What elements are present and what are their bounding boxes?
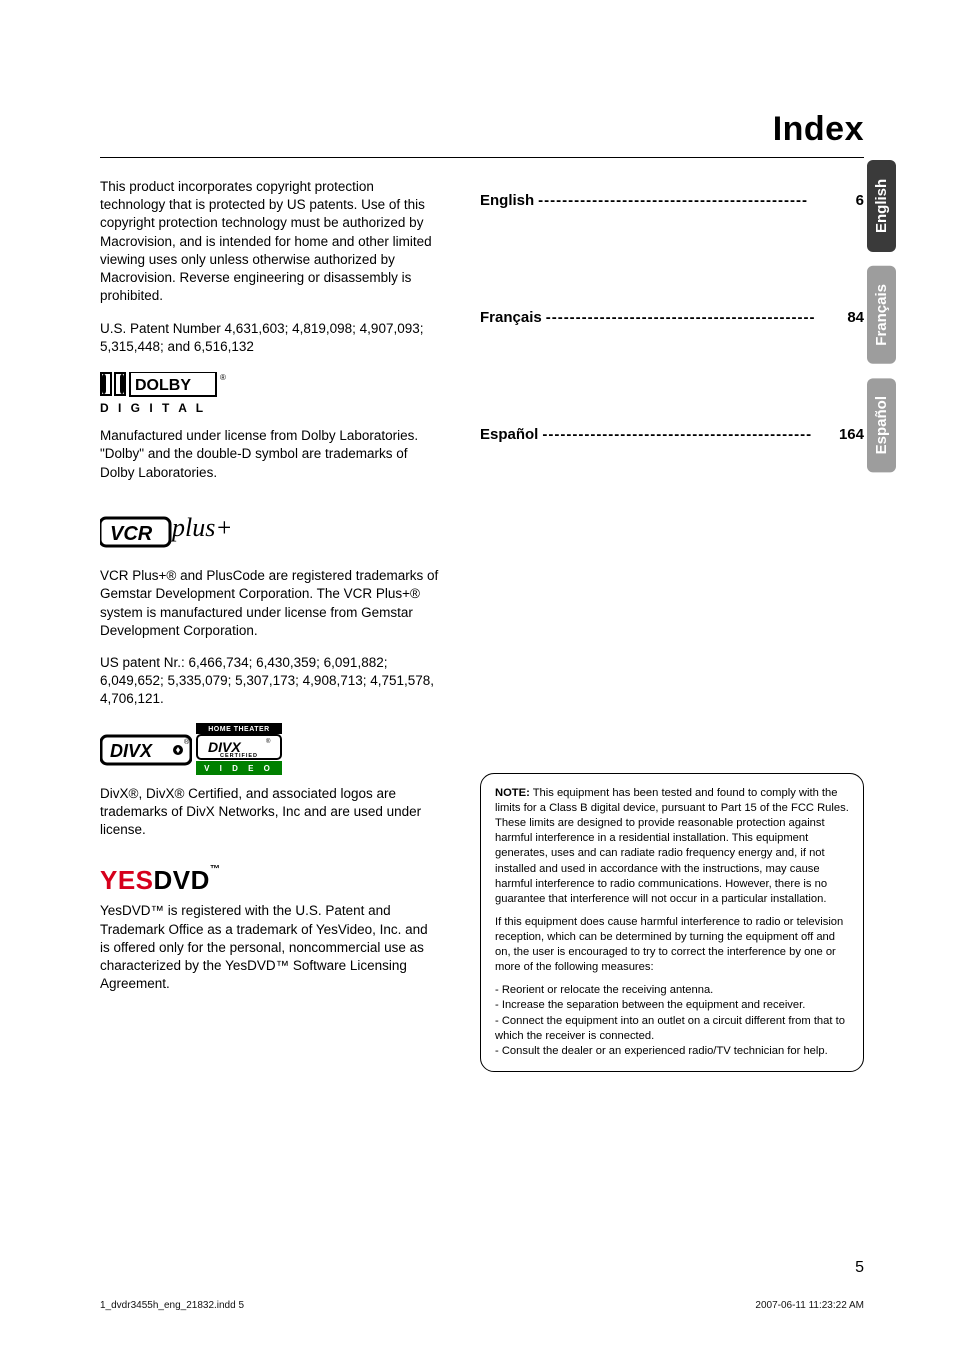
fcc-bullet-1: - Reorient or relocate the receiving ant… [495, 983, 849, 998]
title-rule [100, 157, 864, 158]
divx-logo: DIVX ® HOME THEATER DIVX ® CERTIFIED V I… [100, 723, 440, 777]
fcc-bullet-3: - Connect the equipment into an outlet o… [495, 1014, 849, 1044]
toc-page: 84 [847, 309, 864, 326]
copyright-paragraph: This product incorporates copyright prot… [100, 178, 440, 306]
svg-text:plus+: plus+ [170, 513, 230, 542]
fcc-note-label: NOTE: [495, 787, 530, 799]
right-column: English --------------------------------… [480, 178, 864, 1072]
divx-paragraph: DivX®, DivX® Certified, and associated l… [100, 785, 440, 840]
toc-row-francais: Français -------------------------------… [480, 309, 864, 326]
svg-text:CERTIFIED: CERTIFIED [220, 753, 258, 759]
page-number: 5 [855, 1259, 864, 1277]
document-page: Index English Français Español This prod… [0, 0, 954, 1347]
toc-page: 164 [839, 426, 864, 443]
us-patent-paragraph: U.S. Patent Number 4,631,603; 4,819,098;… [100, 320, 440, 356]
tab-english[interactable]: English [867, 160, 896, 252]
footer-right: 2007-06-11 11:23:22 AM [755, 1300, 864, 1311]
toc-label: Français [480, 309, 542, 326]
fcc-note-box: NOTE: This equipment has been tested and… [480, 773, 864, 1072]
toc-label: English [480, 192, 534, 209]
yesdvd-dvd: DVD [154, 865, 210, 895]
yesdvd-paragraph: YesDVD™ is registered with the U.S. Pate… [100, 902, 440, 993]
svg-text:DIVX: DIVX [110, 741, 153, 761]
dolby-text: DOLBY [135, 377, 191, 394]
dolby-digital-text: D I G I T A L [100, 401, 206, 415]
title-block: Index [100, 110, 864, 149]
vcrplus-paragraph-1: VCR Plus+® and PlusCode are registered t… [100, 567, 440, 640]
tab-espanol[interactable]: Español [867, 378, 896, 472]
yesdvd-tm: ™ [210, 864, 221, 875]
svg-text:VCR: VCR [110, 523, 153, 545]
toc-row-english: English --------------------------------… [480, 192, 864, 209]
tab-francais[interactable]: Français [867, 266, 896, 364]
left-column: This product incorporates copyright prot… [100, 178, 440, 1072]
fcc-note-lead: NOTE: This equipment has been tested and… [495, 786, 849, 907]
vcrplus-paragraph-2: US patent Nr.: 6,466,734; 6,430,359; 6,0… [100, 654, 440, 709]
language-tabs: English Français Español [867, 160, 896, 472]
yesdvd-logo: YESDVD™ [100, 863, 440, 898]
toc-leader: ----------------------------------------… [534, 192, 855, 209]
dolby-logo: DOLBY ® D I G I T A L [100, 372, 440, 421]
fcc-bullet-2: - Increase the separation between the eq… [495, 998, 849, 1013]
fcc-bullet-4: - Consult the dealer or an experienced r… [495, 1044, 849, 1059]
toc-leader: ----------------------------------------… [542, 309, 848, 326]
dolby-paragraph: Manufactured under license from Dolby La… [100, 427, 440, 482]
svg-text:®: ® [184, 738, 190, 746]
svg-text:®: ® [220, 373, 226, 382]
footer-left: 1_dvdr3455h_eng_21832.indd 5 [100, 1300, 244, 1311]
toc-leader: ----------------------------------------… [538, 426, 839, 443]
yesdvd-yes: YES [100, 865, 154, 895]
toc-label: Español [480, 426, 538, 443]
fcc-note-p2: If this equipment does cause harmful int… [495, 915, 849, 975]
svg-text:V I D E O: V I D E O [204, 764, 274, 773]
svg-text:HOME THEATER: HOME THEATER [208, 726, 269, 733]
fcc-note-lead-text: This equipment has been tested and found… [495, 787, 849, 905]
content-columns: This product incorporates copyright prot… [100, 178, 864, 1072]
toc-row-espanol: Español --------------------------------… [480, 426, 864, 443]
page-title: Index [100, 110, 864, 149]
vcrplus-logo: VCR plus+ [100, 510, 440, 561]
toc-page: 6 [856, 192, 864, 209]
svg-text:®: ® [266, 738, 271, 745]
